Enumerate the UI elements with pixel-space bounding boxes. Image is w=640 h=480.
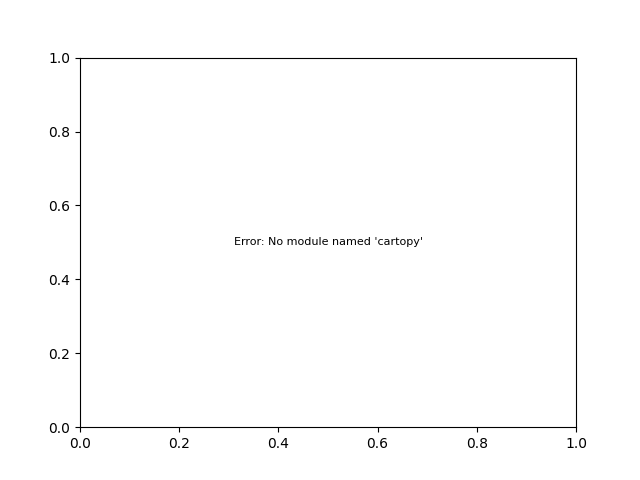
Text: Error: No module named 'cartopy': Error: No module named 'cartopy': [234, 238, 422, 247]
